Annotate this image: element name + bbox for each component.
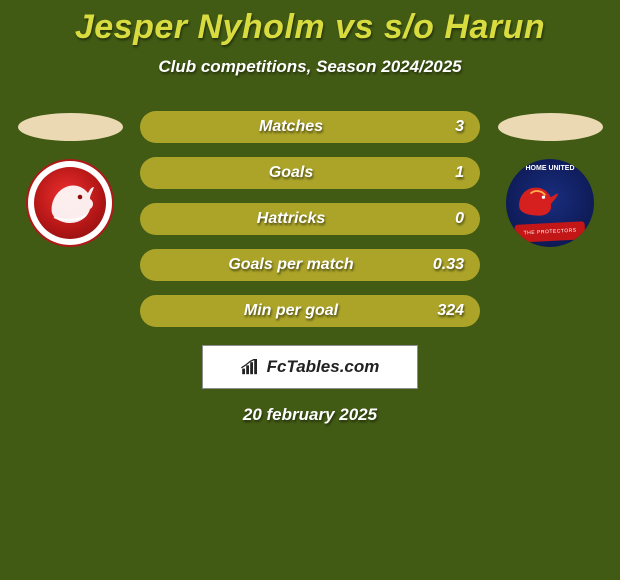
subtitle: Club competitions, Season 2024/2025 bbox=[0, 57, 620, 77]
stat-bar: Min per goal 324 bbox=[140, 295, 480, 327]
dragon-icon bbox=[514, 177, 560, 223]
stat-label: Matches bbox=[259, 118, 323, 136]
stat-bar: Goals per match 0.33 bbox=[140, 249, 480, 281]
club-right-ribbon: THE PROTECTORS bbox=[514, 221, 585, 243]
stat-bar: Goals 1 bbox=[140, 157, 480, 189]
stats-area: Matches 3 Goals 1 Hattricks 0 Goals per … bbox=[0, 111, 620, 327]
attribution-box: FcTables.com bbox=[202, 345, 418, 389]
stat-bar: Hattricks 0 bbox=[140, 203, 480, 235]
player-ellipse-right bbox=[498, 113, 603, 141]
stat-value: 3 bbox=[426, 118, 464, 136]
stat-value: 0 bbox=[426, 210, 464, 228]
bar-chart-icon bbox=[241, 359, 261, 375]
left-column bbox=[10, 111, 130, 247]
stat-value: 0.33 bbox=[426, 256, 464, 274]
kirin-icon bbox=[40, 173, 100, 233]
stat-bars: Matches 3 Goals 1 Hattricks 0 Goals per … bbox=[140, 111, 480, 327]
stat-label: Min per goal bbox=[244, 302, 338, 320]
stat-label: Goals per match bbox=[228, 256, 353, 274]
player-ellipse-left bbox=[18, 113, 123, 141]
club-right-top-text: HOME UNITED bbox=[506, 165, 594, 172]
page-title: Jesper Nyholm vs s/o Harun bbox=[0, 0, 620, 47]
attribution-text: FcTables.com bbox=[267, 357, 380, 377]
club-badge-left-inner bbox=[34, 167, 106, 239]
club-badge-left bbox=[26, 159, 114, 247]
club-badge-right: HOME UNITED THE PROTECTORS bbox=[506, 159, 594, 247]
right-column: HOME UNITED THE PROTECTORS bbox=[490, 111, 610, 247]
stat-bar: Matches 3 bbox=[140, 111, 480, 143]
stat-value: 324 bbox=[426, 302, 464, 320]
stat-label: Goals bbox=[269, 164, 313, 182]
stat-value: 1 bbox=[426, 164, 464, 182]
stat-label: Hattricks bbox=[257, 210, 325, 228]
infographic-root: Jesper Nyholm vs s/o Harun Club competit… bbox=[0, 0, 620, 580]
date-line: 20 february 2025 bbox=[0, 405, 620, 425]
